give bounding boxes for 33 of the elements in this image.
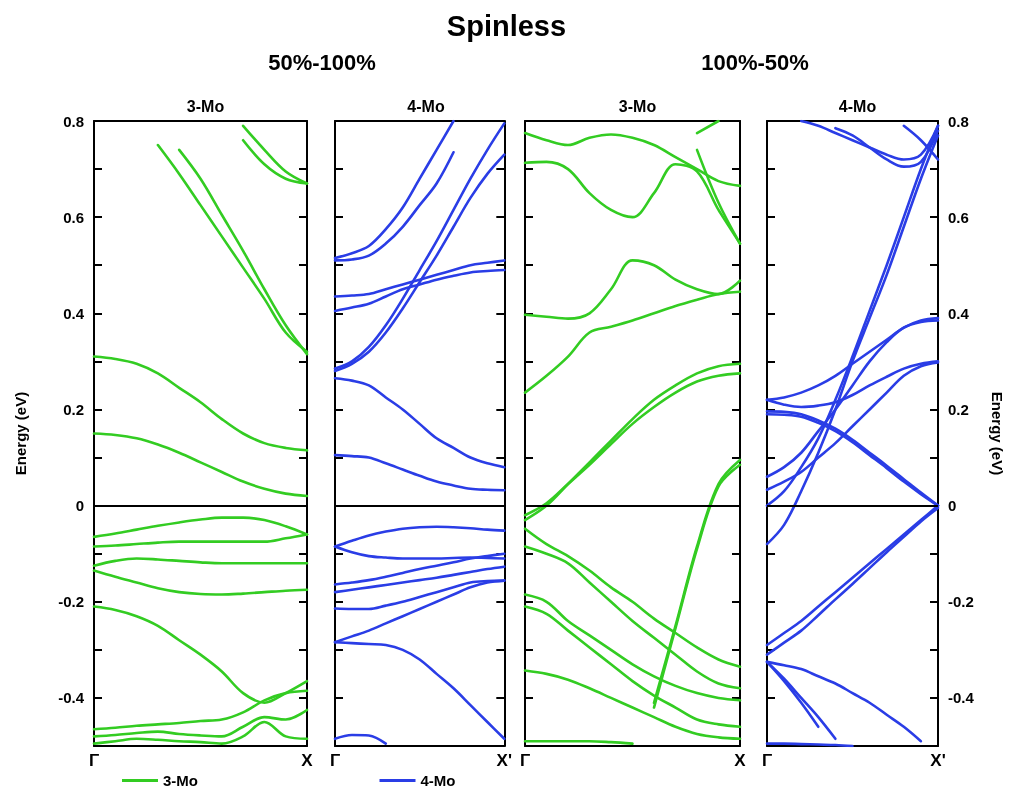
y-tick-label: 0.2 xyxy=(948,400,969,418)
chart-title: 4-Mo xyxy=(838,97,877,115)
y-tick-label: 0.4 xyxy=(63,304,85,322)
x-tick-label: X xyxy=(734,751,747,770)
y-tick-label: 0.8 xyxy=(63,112,84,130)
y-tick-label: 0.2 xyxy=(63,400,84,418)
text: 100%-50% xyxy=(700,50,810,76)
x-tick-label: X' xyxy=(496,751,512,770)
x-tick-label: Γ xyxy=(329,751,341,770)
y-tick-label: -0.2 xyxy=(948,593,974,611)
x-tick-label: X' xyxy=(930,751,946,770)
y-axis-title: Energy (eV) xyxy=(12,391,29,476)
text: Spinless xyxy=(445,10,568,43)
y-tick-label: -0.2 xyxy=(58,593,84,611)
y-tick-label: -0.4 xyxy=(948,689,975,707)
y-tick-label: 0.4 xyxy=(948,304,970,322)
y-tick-label: -0.4 xyxy=(58,689,85,707)
x-tick-label: Γ xyxy=(761,751,773,770)
y-tick-label: 0.6 xyxy=(63,208,84,226)
legend-label: 3-Mo xyxy=(163,772,198,789)
y-tick-label: 0 xyxy=(948,497,957,515)
text: 50%-100% xyxy=(267,50,377,76)
chart-title: 3-Mo xyxy=(186,97,225,115)
y-tick-label: 0.6 xyxy=(948,208,969,226)
x-tick-label: Γ xyxy=(88,751,100,770)
x-tick-label: Γ xyxy=(519,751,531,770)
y-tick-label: 0.8 xyxy=(948,112,969,130)
x-tick-label: X xyxy=(301,751,314,770)
y-tick-label: 0 xyxy=(75,497,84,515)
chart-title: 4-Mo xyxy=(407,97,445,115)
legend-label: 4-Mo xyxy=(420,772,456,789)
chart-title: 3-Mo xyxy=(618,97,657,115)
y-axis-title: Energy (eV) xyxy=(989,391,1006,476)
